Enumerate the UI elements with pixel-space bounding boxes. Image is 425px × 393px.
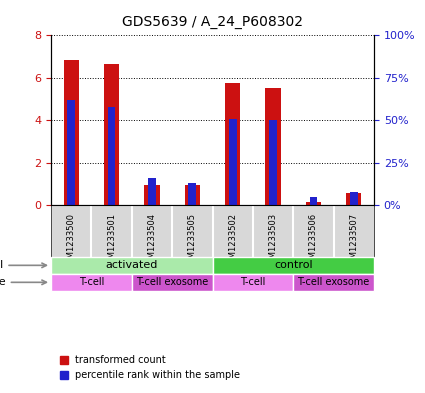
- Bar: [265, 88, 281, 205]
- Bar: [184, 185, 200, 205]
- Bar: [132, 274, 212, 291]
- Legend: transformed count, percentile rank within the sample: transformed count, percentile rank withi…: [56, 352, 244, 384]
- Bar: [269, 120, 277, 205]
- Text: T-cell exosome: T-cell exosome: [136, 277, 208, 287]
- Text: T-cell exosome: T-cell exosome: [298, 277, 370, 287]
- Text: GSM1233501: GSM1233501: [107, 213, 116, 269]
- Bar: [350, 192, 358, 205]
- Text: GSM1233505: GSM1233505: [188, 213, 197, 269]
- Text: GSM1233502: GSM1233502: [228, 213, 237, 269]
- Bar: [63, 60, 79, 205]
- Bar: [108, 107, 116, 205]
- Text: GSM1233500: GSM1233500: [67, 213, 76, 269]
- Text: control: control: [274, 260, 312, 270]
- Bar: [51, 257, 212, 274]
- Bar: [346, 193, 362, 205]
- Bar: [144, 185, 160, 205]
- Text: cell type: cell type: [0, 277, 46, 287]
- Text: GSM1233504: GSM1233504: [147, 213, 156, 269]
- Bar: [229, 119, 237, 205]
- Text: GSM1233503: GSM1233503: [269, 213, 278, 269]
- Text: activated: activated: [105, 260, 158, 270]
- Bar: [104, 64, 119, 205]
- Text: GDS5639 / A_24_P608302: GDS5639 / A_24_P608302: [122, 15, 303, 29]
- Text: T-cell: T-cell: [79, 277, 104, 287]
- Text: protocol: protocol: [0, 260, 46, 270]
- Bar: [225, 83, 241, 205]
- Bar: [67, 100, 75, 205]
- Text: GSM1233506: GSM1233506: [309, 213, 318, 269]
- Bar: [212, 257, 374, 274]
- Bar: [306, 202, 321, 205]
- Bar: [51, 274, 132, 291]
- Bar: [188, 183, 196, 205]
- Text: T-cell: T-cell: [240, 277, 266, 287]
- Text: GSM1233507: GSM1233507: [349, 213, 358, 269]
- Bar: [148, 178, 156, 205]
- Bar: [212, 274, 293, 291]
- Bar: [309, 197, 317, 205]
- Bar: [293, 274, 374, 291]
